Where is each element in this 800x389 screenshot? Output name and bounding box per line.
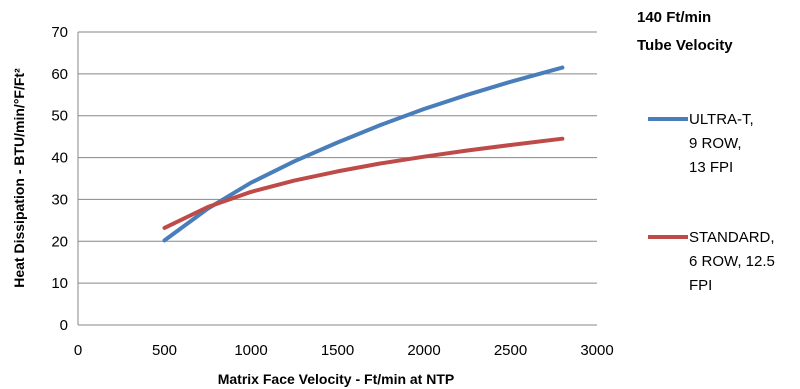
series-line-ultra-t (162, 65, 565, 243)
y-tick-label: 10 (51, 275, 68, 292)
x-tick-label: 2500 (494, 342, 527, 359)
legend: 140 Ft/min Tube Velocity ULTRA-T, 9 ROW,… (637, 9, 775, 294)
legend-label-ultra-t-1: ULTRA-T, (689, 111, 754, 128)
x-tick-label: 500 (152, 342, 177, 359)
x-tick-label: 1500 (321, 342, 354, 359)
y-axis-title: Heat Dissipation - BTU/min/°F/Ft² (11, 68, 27, 288)
legend-label-standard-2: 6 ROW, 12.5 (689, 253, 775, 270)
legend-title-line-1: 140 Ft/min (637, 9, 711, 26)
series-lines (162, 65, 565, 243)
x-tick-label: 3000 (580, 342, 613, 359)
legend-label-standard-1: STANDARD, (689, 229, 775, 246)
series-line-standard (162, 136, 565, 230)
x-axis-ticks: 0 500 1000 1500 2000 2500 3000 (74, 342, 614, 359)
y-tick-label: 30 (51, 191, 68, 208)
y-axis-ticks: 0 10 20 30 40 50 60 70 (51, 24, 68, 334)
y-tick-label: 60 (51, 66, 68, 83)
y-tick-label: 50 (51, 108, 68, 125)
plot-area (77, 32, 597, 326)
y-tick-label: 40 (51, 150, 68, 167)
legend-label-ultra-t-2: 9 ROW, (689, 135, 742, 152)
x-axis-title: Matrix Face Velocity - Ft/min at NTP (218, 371, 455, 387)
legend-title-line-2: Tube Velocity (637, 37, 733, 54)
legend-label-standard-3: FPI (689, 277, 712, 294)
gridlines (78, 31, 597, 284)
x-tick-label: 2000 (407, 342, 440, 359)
y-tick-label: 20 (51, 233, 68, 250)
x-tick-label: 1000 (234, 342, 267, 359)
x-tick-label: 0 (74, 342, 82, 359)
legend-label-ultra-t-3: 13 FPI (689, 159, 733, 176)
y-tick-label: 0 (60, 317, 68, 334)
y-tick-label: 70 (51, 24, 68, 41)
